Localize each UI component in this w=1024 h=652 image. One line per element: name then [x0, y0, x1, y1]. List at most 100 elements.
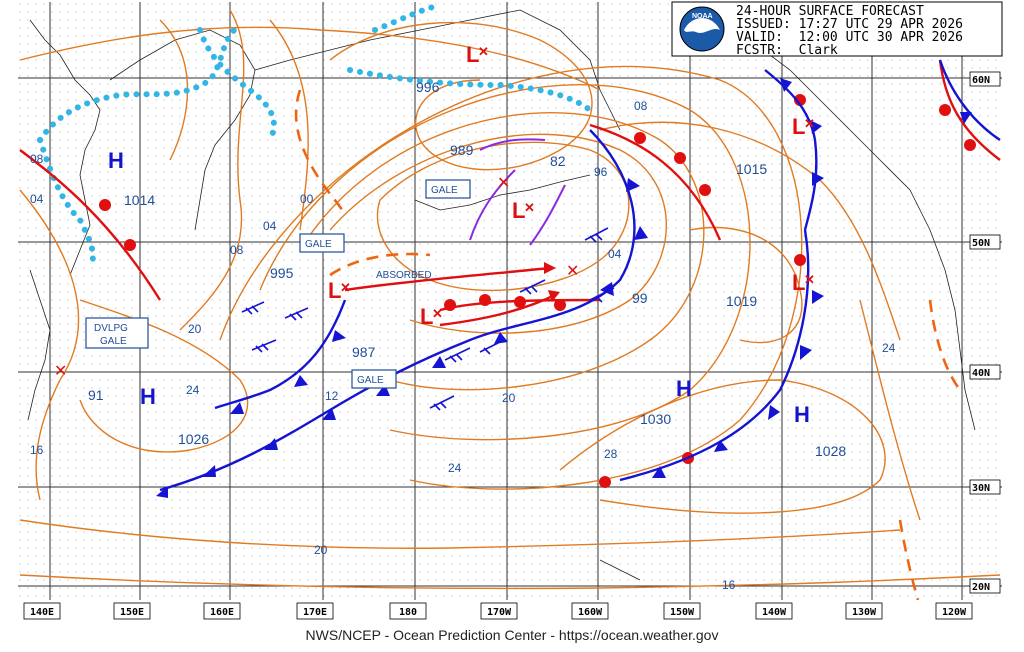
isobar-label: 20	[188, 322, 202, 336]
gale-box-1: GALE	[425, 179, 471, 199]
isobar-label: 91	[88, 387, 104, 403]
noaa-logo-icon: NOAA	[679, 6, 725, 52]
lon-tick: 160W	[578, 607, 603, 618]
lon-tick-box	[845, 602, 883, 620]
gale-box-2: GALE	[299, 233, 345, 253]
isobar-label: 28	[604, 447, 618, 461]
lat-tick: 20N	[972, 582, 990, 593]
absorbed-arrowheads	[544, 262, 560, 302]
isobar-label: 04	[608, 247, 622, 261]
occluded-fronts	[469, 138, 566, 246]
pressure-1026: 1026	[178, 431, 209, 447]
lon-tick-box	[389, 602, 427, 620]
isobar-label: 24	[186, 383, 200, 397]
cold-fronts	[159, 59, 1001, 492]
svg-text:✕: ✕	[478, 44, 489, 59]
svg-text:✕: ✕	[54, 363, 67, 380]
cold-front-barbs	[156, 78, 972, 498]
high-1014-icon: H	[108, 148, 124, 173]
pressure-1030: 1030	[640, 411, 671, 427]
lon-tick-box	[480, 602, 518, 620]
svg-text:NOAA: NOAA	[692, 13, 713, 20]
pressure-1028: 1028	[815, 443, 846, 459]
lon-tick-box	[296, 602, 334, 620]
isobar-values: 08 04 00 04 08 20 24 16 91 82 96 04 99 1…	[30, 99, 896, 592]
longitude-ticks: 140E 150E 160E 170E 180 170W 160W 150W 140W 130W 1…	[18, 600, 1002, 622]
pressure-995: 995	[270, 265, 294, 281]
header-forecaster: FCSTR: Clark	[736, 43, 838, 58]
svg-text:L: L	[328, 278, 341, 303]
header-title: 24-HOUR SURFACE FORECAST	[736, 4, 924, 19]
svg-text:L: L	[792, 114, 805, 139]
ice-edge	[37, 2, 593, 268]
troughs	[294, 89, 962, 601]
lon-tick-box	[571, 602, 609, 620]
svg-text:L: L	[420, 304, 433, 329]
lat-tick: 60N	[972, 75, 990, 86]
header-issued: ISSUED: 17:27 UTC 29 APR 2026	[736, 17, 963, 32]
low-1019-icon: L✕	[792, 270, 815, 295]
isobar-label: 82	[550, 153, 566, 169]
isobar-label: 04	[263, 219, 277, 233]
svg-text:GALE: GALE	[431, 185, 458, 196]
low-996-icon: L✕	[466, 42, 489, 67]
low-995-icon: L✕	[328, 278, 351, 303]
svg-text:DVLPG: DVLPG	[94, 323, 128, 334]
wind-barbs	[241, 227, 615, 411]
warning-labels: GALE GALE GALE DVLPG GALE ABSORBED	[85, 179, 471, 389]
lon-tick-box	[23, 602, 61, 620]
isobar-label: 96	[594, 165, 608, 179]
header-valid: VALID: 12:00 UTC 30 APR 2026	[736, 30, 963, 45]
lon-tick: 170W	[487, 607, 512, 618]
svg-text:✕: ✕	[340, 280, 351, 295]
lon-tick: 150W	[670, 607, 695, 618]
svg-text:✕: ✕	[497, 175, 510, 192]
svg-text:✕: ✕	[804, 272, 815, 287]
svg-text:✕: ✕	[804, 116, 815, 131]
footer-credit: NWS/NCEP - Ocean Prediction Center - htt…	[306, 627, 719, 643]
isobar-label: 20	[502, 391, 516, 405]
isobar-label: 24	[448, 461, 462, 475]
svg-text:L: L	[512, 198, 525, 223]
isobar-label: 24	[882, 341, 896, 355]
lon-tick: 160E	[210, 607, 234, 618]
svg-text:L: L	[792, 270, 805, 295]
isobar-label: 16	[30, 443, 44, 457]
lon-tick: 130W	[852, 607, 877, 618]
center-x-marks: ✕ ✕ ✕	[54, 175, 579, 380]
absorbed-track	[344, 266, 556, 327]
pressure-1015: 1015	[736, 161, 767, 177]
isobar-label: 08	[634, 99, 648, 113]
lon-tick: 150E	[120, 607, 144, 618]
header-box: NOAA 24-HOUR SURFACE FORECAST ISSUED: 17…	[671, 1, 1003, 58]
svg-text:GALE: GALE	[305, 239, 332, 250]
absorbed-label: ABSORBED	[376, 270, 432, 281]
low-989-icon: L✕	[512, 198, 535, 223]
isobar-label: 00	[300, 192, 314, 206]
svg-text:✕: ✕	[432, 306, 443, 321]
low-987-icon: L✕	[420, 304, 443, 329]
lat-tick: 30N	[972, 483, 990, 494]
lon-tick-box	[935, 602, 973, 620]
isobar-label: 08	[30, 152, 44, 166]
isobar-label: 16	[722, 578, 736, 592]
high-1030-icon: H	[676, 376, 692, 401]
svg-text:L: L	[466, 42, 479, 67]
lon-tick-box	[203, 602, 241, 620]
high-1026-icon: H	[140, 384, 156, 409]
isobar-label: 20	[314, 543, 328, 557]
lat-tick: 40N	[972, 368, 990, 379]
svg-text:GALE: GALE	[100, 336, 127, 347]
pressure-987: 987	[352, 344, 376, 360]
low-centers: L✕ L✕ L✕ L✕ L✕ L✕	[328, 42, 815, 329]
pressure-989: 989	[450, 142, 474, 158]
pressure-1014: 1014	[124, 192, 155, 208]
dvlpg-gale-box: DVLPG GALE	[85, 317, 149, 349]
isobar-label: 12	[325, 389, 339, 403]
gale-box-3: GALE	[351, 369, 397, 389]
isobar-label: 04	[30, 192, 44, 206]
pressure-996: 996	[416, 79, 440, 95]
svg-text:✕: ✕	[524, 200, 535, 215]
isobar-label: 99	[632, 290, 648, 306]
